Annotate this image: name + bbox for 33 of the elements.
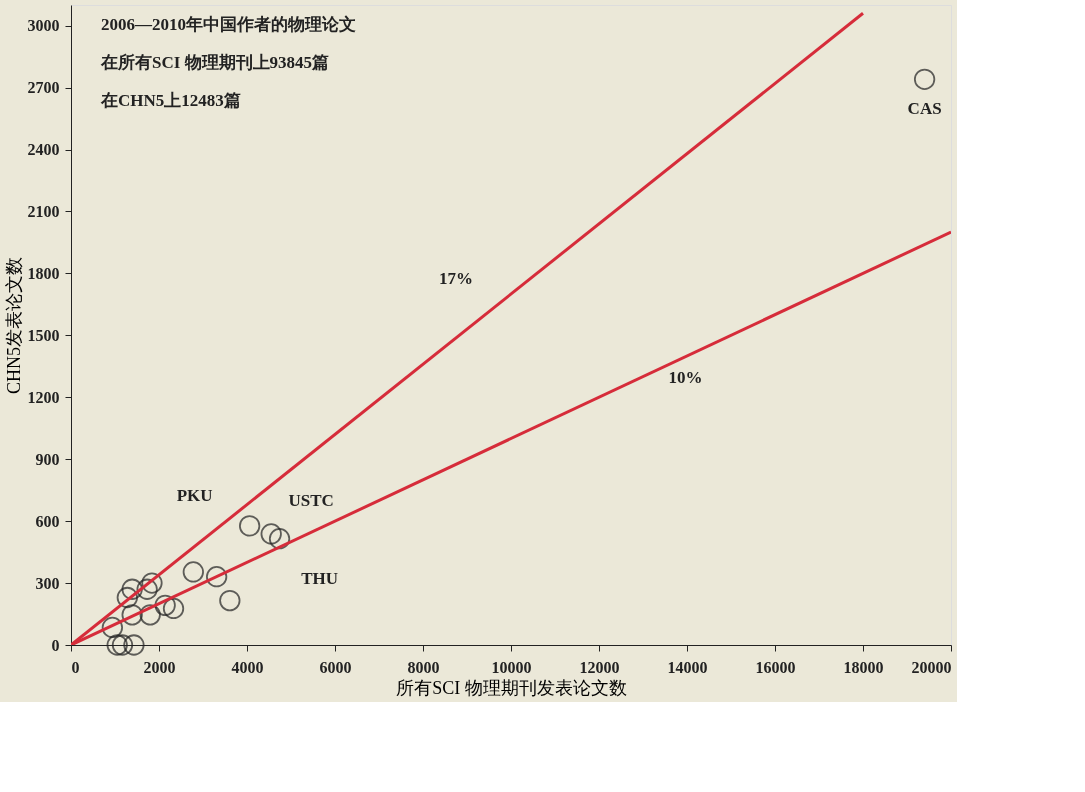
annotation: 17% [439, 269, 473, 289]
x-tick-label: 6000 [319, 658, 352, 676]
x-tick-label: 16000 [755, 658, 796, 676]
x-tick-label: 8000 [407, 658, 440, 676]
y-tick-label: 300 [35, 574, 60, 592]
x-tick-label: 20000 [911, 658, 952, 676]
annotation: 在CHN5上12483篇 [100, 91, 241, 110]
annotation: 在所有SCI 物理期刊上93845篇 [100, 53, 330, 72]
annotation: 10% [668, 368, 703, 388]
y-tick-label: 600 [35, 512, 60, 530]
y-tick-label: 2100 [27, 202, 60, 220]
annotation: USTC [288, 490, 334, 510]
y-tick-label: 1800 [27, 264, 60, 282]
y-tick-label: 1200 [27, 388, 60, 406]
annotation: 2006—2010年中国作者的物理论文 [101, 15, 356, 34]
x-tick-label: 12000 [579, 658, 620, 676]
x-tick-label: 2000 [143, 658, 176, 676]
y-tick-label: 3000 [27, 17, 60, 35]
y-tick-label: 2400 [27, 141, 60, 159]
x-tick-label: 18000 [843, 658, 884, 676]
x-tick-label: 10000 [491, 658, 532, 676]
annotation: PKU [176, 485, 213, 505]
x-tick-label: 14000 [667, 658, 708, 676]
annotation: CAS [907, 99, 942, 119]
x-axis-title: 所有SCI 物理期刊发表论文数 [396, 677, 627, 698]
y-tick-label: 2700 [27, 79, 60, 97]
x-tick-label: 0 [71, 658, 80, 676]
y-tick-label: 900 [35, 450, 60, 468]
y-tick-label: 0 [51, 636, 60, 654]
y-tick-label: 1500 [27, 326, 60, 344]
x-tick-label: 4000 [231, 658, 264, 676]
y-axis-title: CHN5发表论文数 [3, 256, 24, 395]
annotation: THU [301, 568, 338, 588]
